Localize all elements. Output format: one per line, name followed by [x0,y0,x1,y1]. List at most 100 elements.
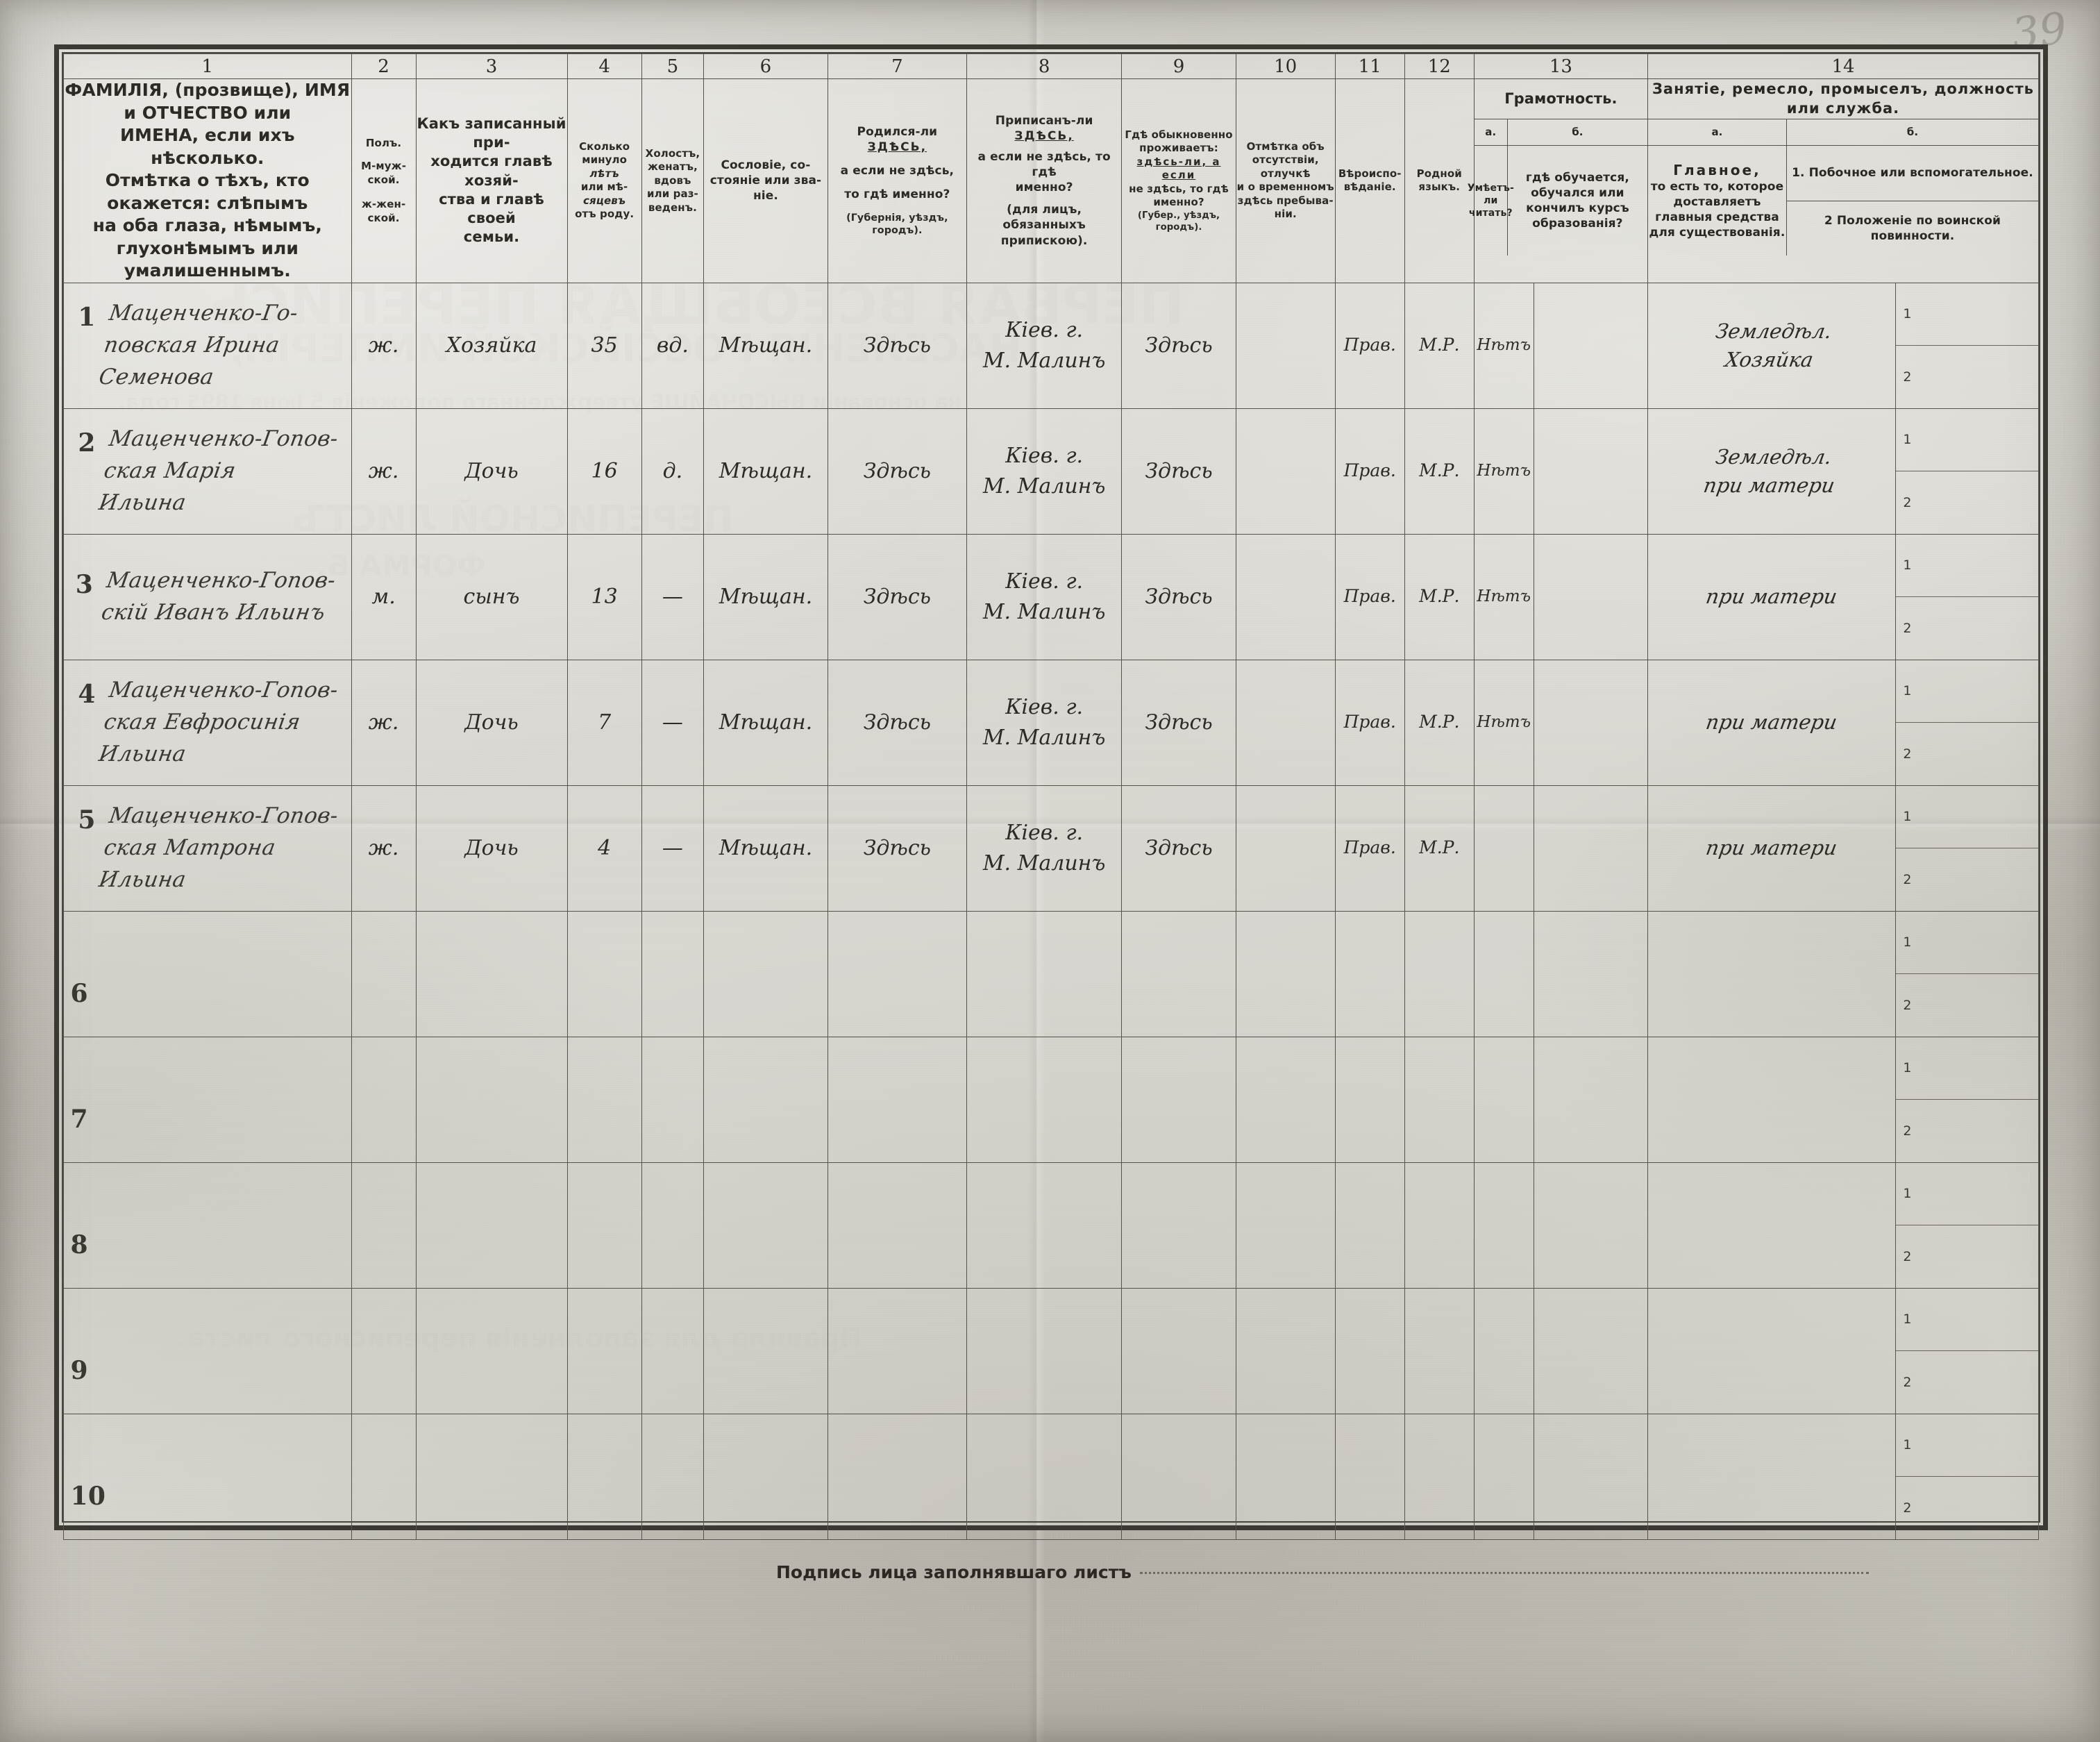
cell-literacy-a[interactable]: Нѣтъ [1473,533,1534,660]
cell-occupation-main[interactable]: Земледѣл. Хозяйка [1638,283,1906,408]
cell-sex[interactable]: ж. [351,785,417,912]
cell-name[interactable]: 1 Маценченко-Го- повская Ирина Семенова [63,282,352,409]
cell-marital[interactable]: вд. [641,282,705,409]
cell-name[interactable]: 2 Маценченко-Гопов- ская Марiя Ильина [63,408,352,535]
cell-language[interactable]: М.Р. [1404,282,1475,409]
cell-religion[interactable] [1334,910,1405,1037]
cell-estate[interactable]: Мѣщан. [703,533,828,660]
cell-literacy-b[interactable] [1533,659,1648,786]
cell-literacy-a[interactable] [1473,1413,1534,1540]
cell-literacy-b[interactable] [1533,408,1648,535]
cell-sex[interactable] [351,1287,417,1414]
cell-occupation-side[interactable]: 1 2 [1895,1036,2039,1163]
cell-residence[interactable]: Здѣсь [1121,408,1236,535]
cell-occupation-main[interactable]: при матери [1638,534,1906,660]
table-row[interactable]: 10 1 [63,1413,2039,1540]
cell-language[interactable] [1404,910,1475,1037]
cell-relation[interactable]: сынъ [415,533,568,660]
cell-sex[interactable]: м. [351,533,417,660]
cell-absence[interactable] [1235,282,1336,409]
cell-occupation-side[interactable]: 1 2 [1895,282,2039,409]
cell-occupation-main[interactable] [1638,1414,1906,1539]
cell-religion[interactable] [1334,1036,1405,1163]
cell-birthplace[interactable]: Здѣсь [827,282,967,409]
cell-absence[interactable] [1235,910,1336,1037]
cell-marital[interactable]: — [641,659,705,786]
cell-marital[interactable] [641,1287,705,1414]
cell-literacy-a[interactable]: Нѣтъ [1473,282,1534,409]
cell-sex[interactable]: ж. [351,282,417,409]
cell-estate[interactable]: Мѣщан. [703,785,828,912]
cell-literacy-b[interactable] [1533,533,1648,660]
table-row[interactable]: 8 1 [63,1162,2039,1289]
cell-occupation-main[interactable] [1638,1288,1906,1414]
cell-relation[interactable] [415,910,568,1037]
cell-language[interactable] [1404,1287,1475,1414]
cell-absence[interactable] [1235,1413,1336,1540]
cell-absence[interactable] [1235,1287,1336,1414]
table-row[interactable]: 3 Маценченко-Гопов- скiй Иванъ Ильинъ м. … [63,533,2039,660]
cell-occupation-side[interactable]: 1 2 [1895,785,2039,912]
cell-registration[interactable] [966,1162,1123,1289]
cell-residence[interactable] [1121,1413,1236,1540]
cell-registration[interactable]: Кiев. г. М. Малинъ [966,408,1123,535]
cell-estate[interactable] [703,910,828,1037]
cell-literacy-b[interactable] [1533,1413,1648,1540]
cell-age[interactable] [566,1287,642,1414]
cell-religion[interactable] [1334,1287,1405,1414]
table-row[interactable]: 6 1 [63,910,2039,1037]
cell-estate[interactable]: Мѣщан. [703,659,828,786]
cell-literacy-a[interactable] [1473,1162,1534,1289]
cell-literacy-b[interactable] [1533,1287,1648,1414]
cell-literacy-a[interactable]: Нѣтъ [1473,408,1534,535]
cell-language[interactable] [1404,1162,1475,1289]
cell-marital[interactable]: — [641,533,705,660]
table-row[interactable]: 4 Маценченко-Гопов- ская Евфросинiя Ильин… [63,659,2039,786]
cell-age[interactable] [566,910,642,1037]
cell-religion[interactable]: Прав. [1334,282,1405,409]
cell-literacy-b[interactable] [1533,1036,1648,1163]
cell-relation[interactable]: Дочь [415,785,568,912]
cell-religion[interactable]: Прав. [1334,659,1405,786]
cell-name[interactable]: 9 [63,1287,352,1414]
table-row[interactable]: 2 Маценченко-Гопов- ская Марiя Ильина ж. … [63,408,2039,535]
cell-estate[interactable]: Мѣщан. [703,282,828,409]
cell-name[interactable]: 10 [63,1413,352,1540]
cell-absence[interactable] [1235,785,1336,912]
cell-language[interactable]: М.Р. [1404,408,1475,535]
cell-birthplace[interactable]: Здѣсь [827,785,967,912]
cell-registration[interactable]: Кiев. г. М. Малинъ [966,785,1123,912]
cell-marital[interactable]: д. [641,408,705,535]
cell-literacy-a[interactable] [1473,910,1534,1037]
table-row[interactable]: 1 Маценченко-Го- повская Ирина Семенова ж… [63,282,2039,409]
cell-marital[interactable] [641,1036,705,1163]
cell-birthplace[interactable]: Здѣсь [827,533,967,660]
cell-birthplace[interactable]: Здѣсь [827,408,967,535]
cell-residence[interactable]: Здѣсь [1121,659,1236,786]
cell-name[interactable]: 7 [63,1036,352,1163]
cell-occupation-side[interactable]: 1 2 [1895,659,2039,786]
cell-relation[interactable]: Дочь [415,659,568,786]
cell-absence[interactable] [1235,1162,1336,1289]
cell-name[interactable]: 8 [63,1162,352,1289]
cell-age[interactable]: 35 [566,282,642,409]
cell-residence[interactable]: Здѣсь [1121,533,1236,660]
cell-estate[interactable] [703,1162,828,1289]
cell-age[interactable]: 4 [566,785,642,912]
cell-marital[interactable] [641,1162,705,1289]
cell-name[interactable]: 5 Маценченко-Гопов- ская Матрона Ильина [63,785,352,912]
cell-birthplace[interactable] [827,1036,967,1163]
cell-occupation-main[interactable] [1638,1162,1906,1288]
cell-occupation-main[interactable] [1638,911,1906,1037]
cell-registration[interactable]: Кiев. г. М. Малинъ [966,282,1123,409]
cell-occupation-main[interactable] [1638,1037,1906,1162]
cell-registration[interactable]: Кiев. г. М. Малинъ [966,533,1123,660]
cell-absence[interactable] [1235,533,1336,660]
cell-age[interactable]: 16 [566,408,642,535]
cell-absence[interactable] [1235,1036,1336,1163]
cell-occupation-main[interactable]: Земледѣл. при матери [1638,408,1906,534]
cell-literacy-b[interactable] [1533,910,1648,1037]
cell-registration[interactable] [966,1287,1123,1414]
cell-name[interactable]: 6 [63,910,352,1037]
cell-birthplace[interactable]: Здѣсь [827,659,967,786]
